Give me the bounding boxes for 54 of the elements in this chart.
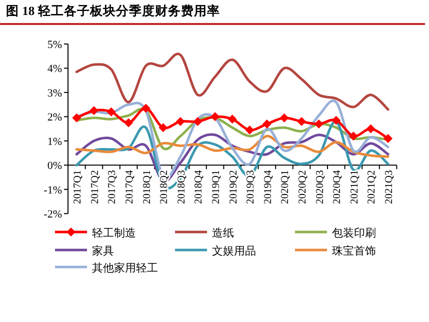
x-tick-label: 2020Q1	[280, 170, 292, 204]
point	[297, 117, 306, 126]
x-tick-label: 2019Q4	[262, 169, 274, 204]
x-tick-label: 2018Q4	[194, 169, 205, 204]
line-series	[75, 134, 390, 158]
x-tick-label: 2021Q3	[384, 170, 396, 204]
line-series	[75, 52, 390, 111]
point	[176, 117, 185, 126]
x-tick-label: 2020Q2	[298, 170, 309, 204]
legend-label: 轻工制造	[92, 226, 136, 240]
x-tick-label: 2018Q1	[142, 170, 153, 204]
point	[106, 107, 116, 116]
point	[193, 117, 202, 126]
x-tick-label: 2017Q2	[90, 170, 101, 204]
y-tick-label: 0%	[47, 160, 62, 172]
x-tick-label: 2019Q2	[228, 170, 240, 204]
legend-label: 家具	[92, 244, 114, 258]
legend-label: 包装印刷	[332, 226, 376, 240]
chart-title: 图 18 轻工各子板块分季度财务费用率	[6, 3, 220, 18]
legend-label: 其他家用轻工	[92, 262, 158, 274]
point	[158, 123, 168, 132]
point	[280, 113, 289, 122]
x-tick-label: 2019Q1	[211, 170, 222, 204]
point	[141, 104, 150, 113]
x-tick-label: 2021Q1	[349, 170, 360, 204]
y-tick-label: 3%	[47, 87, 62, 100]
point	[245, 126, 254, 135]
point	[228, 114, 237, 124]
x-tick-label: 2018Q2	[159, 170, 170, 204]
point	[332, 116, 341, 125]
point	[348, 132, 358, 141]
y-tick-label: 5%	[47, 39, 62, 51]
y-tick-label: -2%	[44, 208, 62, 221]
x-tick-label: 2017Q3	[107, 170, 118, 204]
x-tick-label: 2017Q4	[124, 169, 136, 204]
y-tick-label: 1%	[47, 136, 62, 148]
legend-label: 珠宝首饰	[332, 244, 376, 258]
point	[89, 106, 98, 116]
y-tick-label: 2%	[47, 112, 62, 124]
y-tick-label: 4%	[47, 63, 62, 76]
x-tick-label: 2018Q3	[176, 170, 188, 204]
point	[384, 134, 393, 143]
point	[72, 113, 82, 122]
x-tick-label: 2020Q4	[332, 169, 344, 204]
legend-label: 造纸	[212, 226, 234, 240]
x-tick-label: 2017Q1	[72, 170, 84, 204]
point	[366, 124, 376, 134]
y-tick-label: -1%	[44, 184, 62, 196]
x-tick-label: 2019Q3	[246, 170, 257, 204]
legend-label: 文娱用品	[212, 244, 256, 258]
x-tick-label: 2020Q3	[314, 170, 326, 204]
x-tick-label: 2021Q2	[366, 170, 378, 204]
point	[124, 118, 134, 128]
point	[262, 119, 272, 128]
